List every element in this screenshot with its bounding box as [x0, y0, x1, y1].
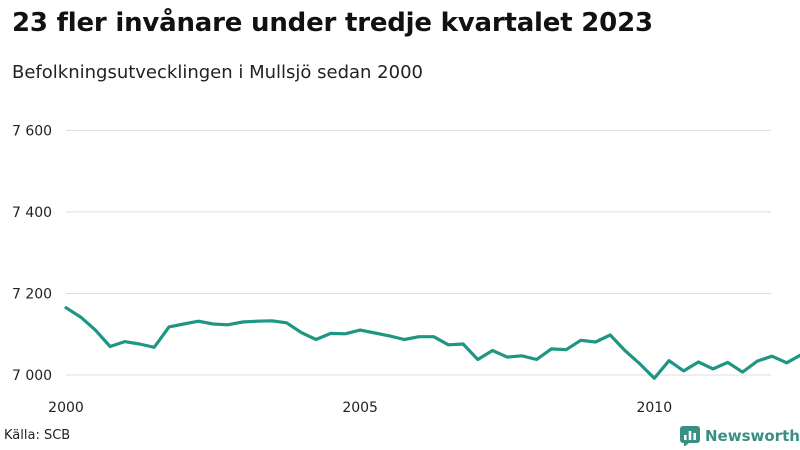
chart-title: 23 fler invånare under tredje kvartalet … [12, 8, 653, 38]
x-tick-label: 2000 [48, 400, 84, 416]
brand-logo: Newsworthy [680, 426, 800, 446]
bar-chart-logo-icon [680, 426, 700, 446]
source-note: Källa: SCB [4, 428, 71, 443]
brand-name: Newsworthy [705, 427, 800, 445]
y-tick-label: 7 400 [12, 205, 52, 221]
y-tick-label: 7 600 [12, 123, 52, 139]
y-tick-label: 7 200 [12, 286, 52, 302]
y-tick-label: 7 000 [12, 368, 52, 384]
x-tick-label: 2005 [342, 400, 378, 416]
series-line [64, 306, 800, 380]
x-tick-label: 2010 [636, 400, 672, 416]
chart-subtitle: Befolkningsutvecklingen i Mullsjö sedan … [12, 62, 423, 83]
